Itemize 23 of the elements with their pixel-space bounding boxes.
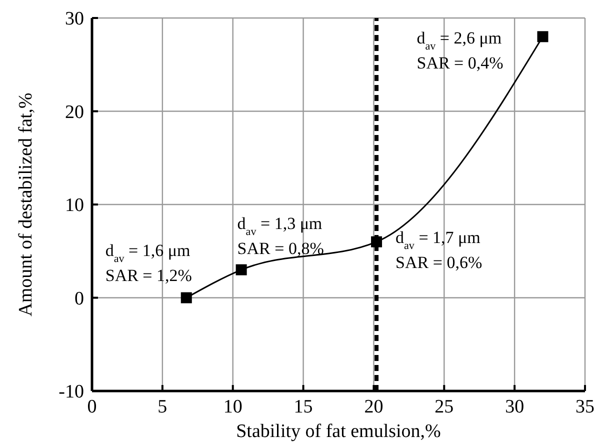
point [236,264,247,276]
annotation: d$_{av}$ = 1,6 μm SAR = 1,2% [105,240,192,285]
y-axis-title: Amount of destabilized fat,% [16,92,36,316]
x-tick-label: 20 [364,396,384,418]
x-axis-title: Stability of fat emulsion,% [236,421,442,442]
x-tick-label: 15 [294,396,313,418]
x-tick-label: 35 [576,396,594,418]
annotation: d$_{av}$ = 1,3 μm SAR = 0,8% [237,214,324,258]
x-tick-label: 0 [87,396,97,418]
y-tick-label: 0 [74,288,84,310]
y-tick-label: 20 [65,102,84,123]
y-tick-label: 30 [65,8,84,30]
point [537,31,548,42]
point [371,236,382,248]
x-tick-label: 25 [434,396,454,418]
annotation: d$_{av}$ = 1,7 μm SAR = 0,6% [396,228,482,272]
annotation: d$_{av}$ = 2,6 μm SAR = 0,4% [416,28,504,73]
point [180,292,192,304]
x-tick-label: 5 [158,396,168,418]
y-tick-label: 10 [65,195,84,216]
y-tick-label: -10 [58,382,84,403]
x-tick-label: 10 [223,396,242,418]
x-tick-label: 30 [505,396,524,418]
